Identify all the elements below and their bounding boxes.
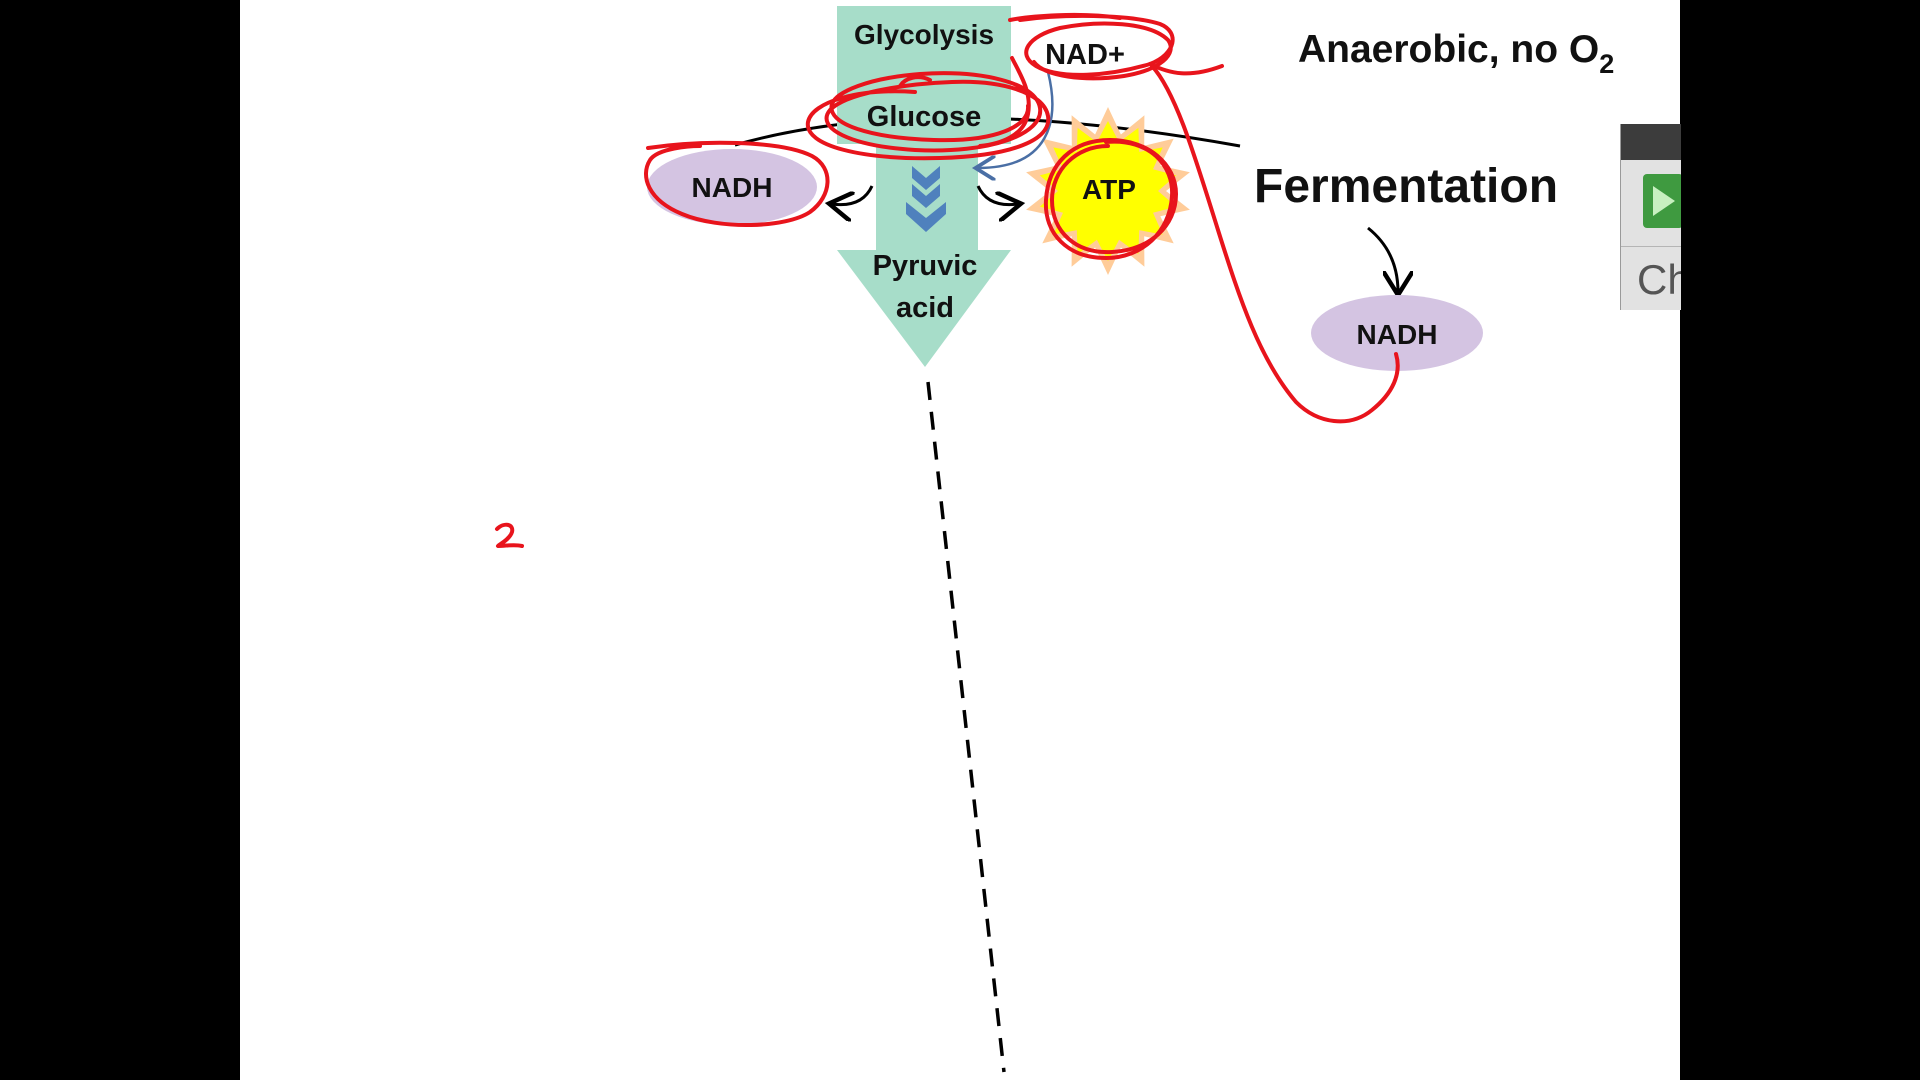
down-chevrons-icon — [906, 166, 946, 232]
widget-title-bar — [1621, 124, 1681, 160]
nadh-right-label: NADH — [1357, 319, 1438, 350]
widget-partial-text: Ch — [1637, 256, 1681, 303]
atp-label: ATP — [1082, 174, 1136, 205]
pyruvic-acid-label-line1: Pyruvic — [873, 250, 978, 282]
fermentation-label: Fermentation — [1254, 160, 1558, 213]
nad-recycle-curve — [978, 71, 1054, 168]
condition-subscript: 2 — [1599, 49, 1614, 79]
fermentation-diagram: Glycolysis Glucose Pyruvic acid NADH ATP… — [495, 6, 1614, 1073]
play-button-icon[interactable] — [1643, 174, 1681, 228]
glucose-label: Glucose — [867, 101, 981, 133]
condition-label: Anaerobic, no O2 — [1298, 28, 1614, 79]
glucose-scribble-circle — [805, 71, 1051, 161]
red-annotations — [495, 12, 1400, 548]
dashed-divider-line — [926, 381, 1006, 1073]
nad-plus-label: NAD+ — [1045, 39, 1125, 71]
handwritten-mark-stroke — [495, 522, 524, 548]
pyruvic-acid-label-line2: acid — [896, 292, 954, 324]
widget-divider — [1621, 246, 1681, 247]
slide-canvas: Glycolysis Glucose Pyruvic acid NADH ATP… — [240, 0, 1680, 1080]
side-player-widget[interactable]: Ch — [1620, 124, 1681, 310]
right-output-arrow — [976, 185, 1018, 205]
left-output-arrow — [832, 185, 874, 205]
nad-plus-scribble-tail — [1148, 62, 1224, 76]
nad-plus-scribble-circle — [1008, 12, 1175, 81]
glucose-scribble-loop — [978, 56, 1031, 148]
nadh-right-oval — [1311, 295, 1483, 371]
nad-to-nadh-red-curve — [1150, 64, 1400, 424]
nadh-left-scribble-circle — [644, 140, 830, 227]
fermentation-to-nadh-arrow — [1367, 226, 1398, 292]
nadh-left-oval — [647, 149, 817, 225]
glycolysis-label: Glycolysis — [854, 19, 994, 50]
nadh-left-label: NADH — [692, 172, 773, 203]
atp-scribble-circle — [1043, 138, 1178, 260]
